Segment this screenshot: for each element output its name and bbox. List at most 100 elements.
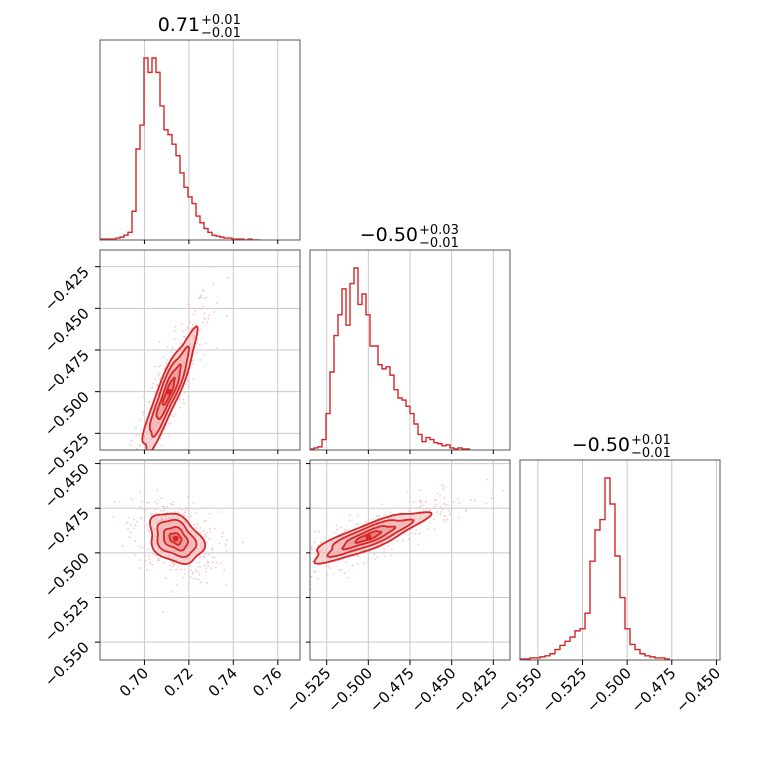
scatter-point [314,530,317,533]
scatter-point [189,515,192,518]
scatter-point [317,544,320,547]
scatter-point [215,301,218,304]
scatter-point [207,561,210,564]
scatter-point [195,527,198,530]
scatter-point [177,511,180,513]
scatter-point [144,456,146,458]
scatter-point [202,553,205,556]
scatter-point [311,560,314,562]
scatter-point [147,548,150,550]
scatter-point [435,503,437,506]
scatter-point [187,584,190,586]
grid-2d-0-1 [100,250,300,450]
scatter-point [286,570,288,572]
histogram-param-2 [520,477,670,660]
scatter-point [121,545,124,548]
scatter-point [367,561,369,563]
scatter-point [141,547,143,549]
scatter-point [201,305,204,308]
scatter-point [204,507,207,510]
y-tick-label: −0.450 [41,304,93,356]
scatter-point [295,572,297,574]
scatter-point [335,524,338,527]
scatter-point [183,511,186,514]
scatter-point [174,511,177,514]
scatter-point [151,454,153,456]
scatter-point [144,554,147,557]
scatter-point [408,509,411,512]
scatter-point [319,564,321,567]
scatter-point [120,542,122,544]
scatter-point [160,364,162,367]
scatter-point [124,454,126,456]
scatter-point [183,568,186,571]
scatter-point [424,501,427,504]
scatter-point [128,536,131,539]
scatter-point [142,411,145,413]
scatter-point [149,452,151,454]
scatter-point [208,537,211,540]
scatter-point [411,532,414,535]
scatter-point [176,584,178,587]
panel-hist-param-1: −0.50 +0.03 −0.01 [309,223,511,451]
scatter-point [224,543,227,545]
scatter-point [202,321,205,324]
scatter-point [131,458,133,460]
scatter-point [207,565,210,567]
scatter-point [453,501,455,503]
scatter-point [186,379,189,382]
x-tick-label: 0.72 [160,664,196,700]
scatter-point [419,506,422,508]
scatter-point [248,587,250,589]
scatter-point [166,359,169,361]
y-tick-label: −0.550 [41,638,93,690]
title-param-1-value: −0.50 [360,224,418,246]
scatter-point [326,573,329,576]
scatter-point [270,591,272,593]
scatter-point [226,539,228,542]
scatter-point [310,548,313,550]
scatter-point [142,396,145,398]
panel-2d-param-0-vs-2 [99,459,301,661]
y-tick-label: −0.425 [41,263,93,315]
scatter-point [305,567,307,569]
scatter-point [349,519,351,522]
x-tick-label: −0.475 [628,664,680,716]
scatter-point [200,296,202,299]
scatter-point [426,528,429,531]
scatter-point [187,395,190,397]
scatter-point [185,383,188,386]
scatter-point [368,550,371,553]
x-tick-label: −0.550 [494,664,546,716]
scatter-point [127,528,129,530]
scatter-point [195,569,198,572]
scatter-point [208,513,211,515]
scatter-point [141,456,143,458]
scatter-point [306,555,308,557]
scatter-point [403,532,406,535]
scatter-point [203,564,206,567]
scatter-point [439,495,441,497]
scatter-point [436,492,439,495]
scatter-point [197,571,200,574]
scatter-point [157,499,160,502]
scatter-point [348,514,351,516]
scatter-point [314,570,317,573]
panel-frame-2d-0-2 [99,459,301,661]
scatter-point [135,434,138,437]
panel-hist-param-2: −0.50 +0.01 −0.01 [519,433,721,661]
grid-2d-0-2 [100,460,300,660]
scatter-point [138,419,141,421]
scatter-point [142,471,144,473]
scatter-point [172,501,175,504]
scatter-point [146,484,148,486]
scatter-point [136,465,138,467]
scatter-point [138,545,141,548]
scatter-point [154,554,157,557]
ticks-y-left-param-2: −0.550−0.525−0.500−0.475−0.450 [41,460,310,690]
scatter-point [441,508,444,511]
scatter-point [148,555,151,558]
scatter-point [135,475,137,477]
scatter-point [218,542,221,545]
scatter-point [440,505,442,508]
